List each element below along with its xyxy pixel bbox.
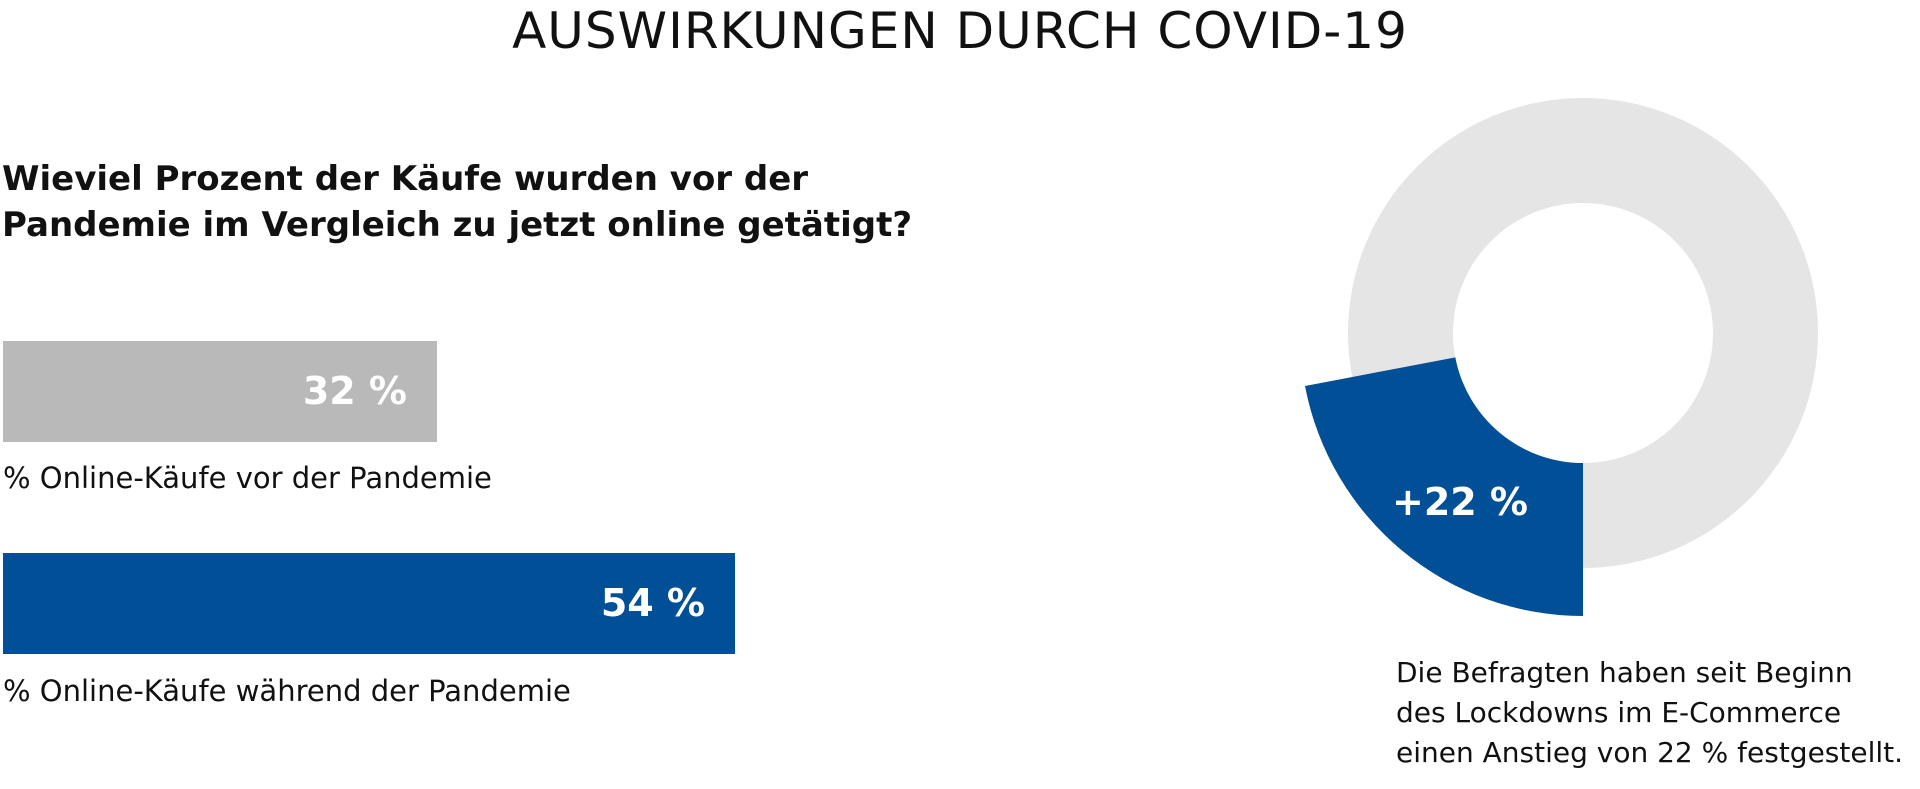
- bar-label-before: % Online-Käufe vor der Pandemie: [3, 461, 492, 495]
- bar-value-before: 32 %: [302, 369, 407, 413]
- footnote-line-3: einen Anstieg von 22 % festgestellt.: [1396, 736, 1904, 769]
- bar-before-pandemic: 32 %: [3, 341, 437, 442]
- bar-during-pandemic: 54 %: [3, 553, 735, 654]
- donut-segment-increase: [1305, 357, 1583, 616]
- footnote: Die Befragten haben seit Beginn des Lock…: [1396, 653, 1916, 773]
- question-line-2: Pandemie im Vergleich zu jetzt online ge…: [2, 205, 913, 245]
- bar-value-during: 54 %: [600, 581, 705, 625]
- footnote-line-1: Die Befragten haben seit Beginn: [1396, 656, 1853, 689]
- chart-title: AUSWIRKUNGEN DURCH COVID-19: [512, 2, 1408, 60]
- donut-chart: [1305, 98, 1818, 616]
- question-text: Wieviel Prozent der Käufe wurden vor der…: [2, 156, 1002, 248]
- bar-label-during: % Online-Käufe während der Pandemie: [3, 674, 571, 708]
- footnote-line-2: des Lockdowns im E-Commerce: [1396, 696, 1842, 729]
- donut-value-label: +22 %: [1391, 480, 1529, 524]
- question-line-1: Wieviel Prozent der Käufe wurden vor der: [2, 159, 809, 199]
